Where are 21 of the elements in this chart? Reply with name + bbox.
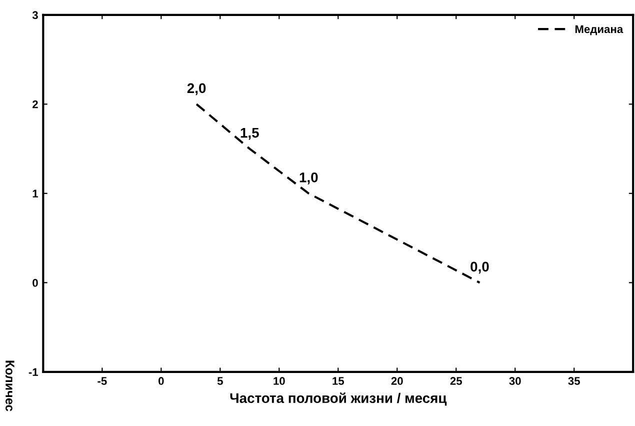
legend-label: Медиана [575, 25, 624, 36]
x-axis-title: Частота половой жизни / месяц [230, 392, 447, 406]
x-tick-label: 15 [332, 377, 344, 385]
text: 1,5 [240, 128, 259, 140]
y-tick-label: 1 [32, 190, 38, 198]
x-tick-label: 25 [450, 377, 462, 385]
x-tick-label: 0 [158, 377, 164, 385]
x-tick-label: 35 [568, 377, 580, 385]
x-tick-label: -5 [98, 377, 107, 385]
text: 0,0 [470, 262, 489, 274]
text: 2,0 [187, 83, 206, 96]
y-tick-label: 0 [32, 278, 38, 287]
text: 1,0 [300, 172, 318, 184]
y-tick-label: 2 [32, 100, 38, 108]
y-tick-label: -1 [28, 368, 38, 376]
y-tick-label: 3 [32, 11, 38, 20]
x-tick-label: 20 [391, 377, 403, 385]
x-tick-label: 5 [217, 377, 223, 385]
x-tick-label: 10 [274, 377, 285, 385]
y-axis-title: Количес [6, 360, 14, 412]
x-tick-label: 30 [509, 377, 521, 385]
